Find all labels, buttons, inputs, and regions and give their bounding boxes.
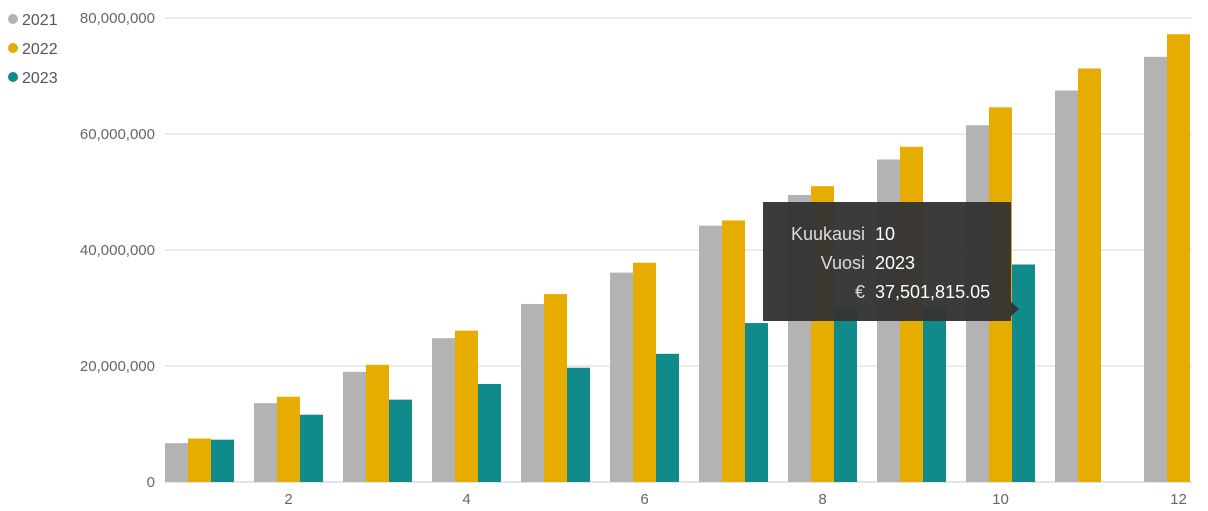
x-tick-label: 12 <box>1170 491 1187 506</box>
tooltip-label: Kuukausi <box>790 224 865 244</box>
bar-2021-12[interactable] <box>1144 56 1167 483</box>
tooltip-value: 37,501,815.05 <box>875 282 991 302</box>
x-tick-label: 4 <box>462 491 470 506</box>
bar-2023-9[interactable] <box>923 308 946 482</box>
bar-2022-5[interactable] <box>544 294 567 482</box>
x-axis: 2 4 6 8 10 12 <box>284 491 1187 508</box>
x-tick-label: 6 <box>640 491 648 506</box>
y-tick-label: 40,000,000 <box>80 242 155 259</box>
legend-marker-2023 <box>8 72 18 82</box>
bars <box>165 34 1190 483</box>
tooltip-value: 10 <box>875 224 896 244</box>
bar-2022-12[interactable] <box>1167 34 1190 483</box>
legend: 2021 2022 2023 <box>8 12 58 87</box>
tooltip-row-amount: € 37,501,815.05 <box>781 278 993 307</box>
tooltip-label: € <box>854 282 865 302</box>
bar-2022-2[interactable] <box>277 396 300 482</box>
y-axis: 0 20,000,000 40,000,000 60,000,000 80,000,00… <box>80 10 155 491</box>
tooltip-label: Vuosi <box>820 253 865 273</box>
y-tick-label: 20,000,000 <box>80 358 155 375</box>
bar-2023-7[interactable] <box>745 323 768 482</box>
legend-label-2022[interactable]: 2022 <box>22 41 58 58</box>
bar-2023-5[interactable] <box>567 367 590 482</box>
bar-2021-7[interactable] <box>699 225 722 482</box>
y-tick-label: 80,000,000 <box>80 10 155 27</box>
legend-marker-2021 <box>8 14 18 24</box>
bar-2023-10[interactable] <box>1012 264 1035 482</box>
bar-2021-1[interactable] <box>165 443 188 482</box>
bar-2023-3[interactable] <box>389 399 412 482</box>
bar-2021-11[interactable] <box>1055 90 1078 483</box>
bar-2023-8[interactable] <box>834 308 857 482</box>
bar-2021-5[interactable] <box>521 303 544 482</box>
bar-2022-1[interactable] <box>188 438 211 483</box>
bar-2022-6[interactable] <box>633 262 656 482</box>
bar-2021-2[interactable] <box>254 403 277 482</box>
bar-2022-11[interactable] <box>1078 68 1101 483</box>
bar-2021-3[interactable] <box>343 371 366 482</box>
tooltip-row-year: Vuosi 2023 <box>781 249 993 278</box>
legend-label-2023[interactable]: 2023 <box>22 70 58 87</box>
y-tick-label: 60,000,000 <box>80 126 155 143</box>
bar-2023-6[interactable] <box>656 353 679 482</box>
bar-2023-4[interactable] <box>478 383 501 482</box>
tooltip-row-month: Kuukausi 10 <box>781 220 993 249</box>
tooltip: Kuukausi 10 Vuosi 2023 € 37,501,815.05 <box>763 202 1019 321</box>
bar-2022-7[interactable] <box>722 220 745 483</box>
bar-2022-4[interactable] <box>455 330 478 482</box>
x-tick-label: 10 <box>992 491 1009 506</box>
y-tick-label: 0 <box>147 474 155 491</box>
legend-label-2021[interactable]: 2021 <box>22 12 58 29</box>
x-tick-label: 2 <box>284 491 292 506</box>
bar-2023-2[interactable] <box>300 414 323 482</box>
legend-marker-2022 <box>8 43 18 53</box>
bar-2021-6[interactable] <box>610 272 633 482</box>
tooltip-value: 2023 <box>875 253 916 273</box>
bar-2022-3[interactable] <box>366 364 389 482</box>
bar-2021-4[interactable] <box>432 338 455 482</box>
x-tick-label: 8 <box>818 491 826 506</box>
bar-2023-1[interactable] <box>211 439 234 482</box>
